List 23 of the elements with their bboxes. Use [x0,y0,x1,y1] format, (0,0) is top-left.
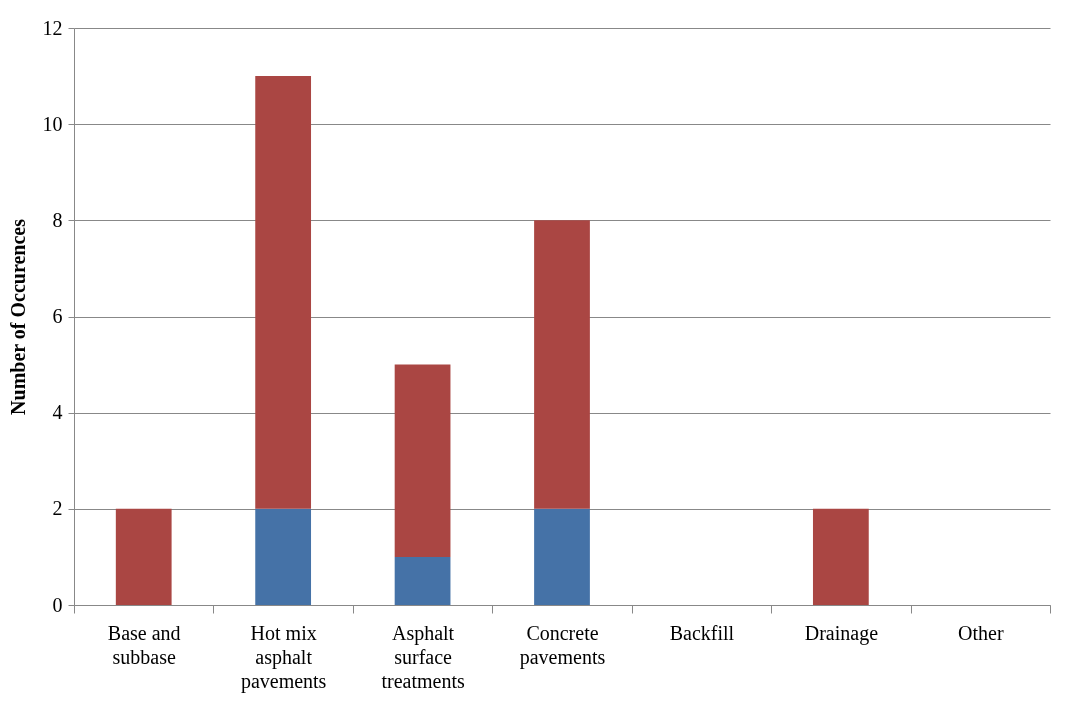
x-tick-label: Concrete pavements [519,621,606,669]
y-tick-label: 2 [52,497,63,520]
y-axis-title: Number of Occurences [6,218,29,415]
bar [534,220,590,509]
bar [812,508,869,605]
y-tick-label: 6 [52,305,63,327]
y-tick-label: 12 [42,16,63,39]
x-tick-label: Base and subbase [107,621,181,668]
bar [394,364,451,557]
x-tick-label: Other [958,621,1004,644]
x-tick-label: Hot mix asphalt pavements [240,621,327,693]
bar [255,508,312,605]
y-tick-label: 10 [42,112,63,135]
y-tick-label: 0 [52,593,63,616]
bar [115,508,172,605]
bar [255,76,312,509]
x-tick-label: Drainage [804,621,879,645]
x-tick-label: Backfill [669,621,735,644]
x-tick-label: Asphalt surface treatments [381,621,465,692]
y-tick-label: 8 [52,208,63,231]
bar [534,508,590,605]
y-tick-label: 4 [52,401,63,424]
bar [394,556,451,605]
